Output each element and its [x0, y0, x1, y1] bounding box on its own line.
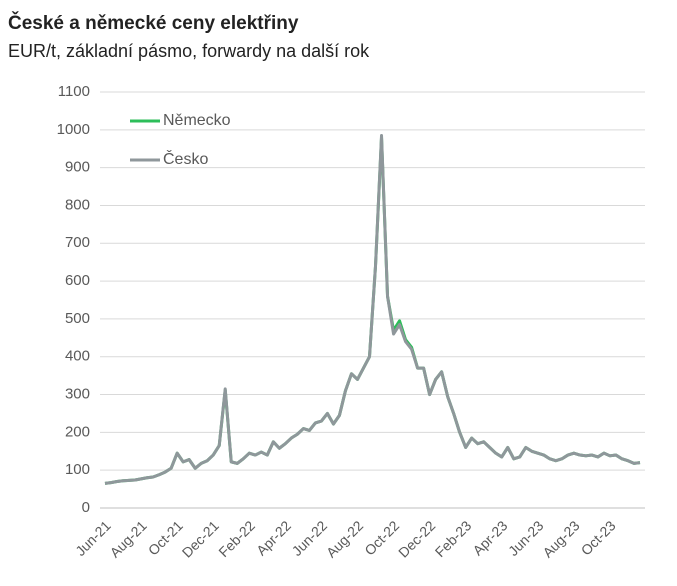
series-line — [104, 133, 641, 485]
legend-label: Německo — [163, 112, 231, 129]
x-tick-label: Aug-23 — [539, 517, 582, 560]
x-tick-label: Aug-21 — [107, 517, 150, 560]
y-tick-label: 100 — [65, 461, 90, 478]
x-tick-label: Jun-21 — [72, 517, 114, 559]
x-tick-label: Oct-21 — [145, 517, 186, 558]
x-tick-label: Jun-22 — [289, 517, 331, 559]
chart-subtitle: EUR/t, základní pásmo, forwardy na další… — [8, 41, 370, 61]
y-tick-label: 500 — [65, 310, 90, 327]
x-tick-label: Apr-23 — [469, 517, 510, 558]
x-tick-label: Apr-22 — [253, 517, 294, 558]
x-tick-label: Feb-22 — [215, 517, 258, 560]
y-tick-label: 900 — [65, 159, 90, 176]
y-tick-label: 0 — [82, 499, 90, 516]
x-tick-label: Dec-22 — [395, 517, 438, 560]
y-tick-label: 800 — [65, 196, 90, 213]
y-tick-label: 600 — [65, 272, 90, 289]
chart-title: České a německé ceny elektřiny — [8, 12, 299, 34]
legend-label: Česko — [163, 149, 208, 168]
x-tick-label: Oct-23 — [578, 517, 619, 558]
y-tick-label: 1100 — [58, 83, 90, 100]
x-tick-label: Aug-22 — [323, 517, 366, 560]
x-tick-label: Jun-23 — [505, 517, 547, 559]
y-tick-label: 700 — [65, 234, 90, 251]
y-tick-label: 200 — [65, 423, 90, 440]
x-tick-label: Dec-21 — [179, 517, 222, 560]
x-tick-label: Feb-23 — [432, 517, 475, 560]
x-tick-label: Oct-22 — [361, 517, 402, 558]
y-tick-label: 1000 — [57, 121, 90, 138]
y-tick-label: 300 — [65, 386, 90, 403]
y-tick-label: 400 — [65, 348, 90, 365]
